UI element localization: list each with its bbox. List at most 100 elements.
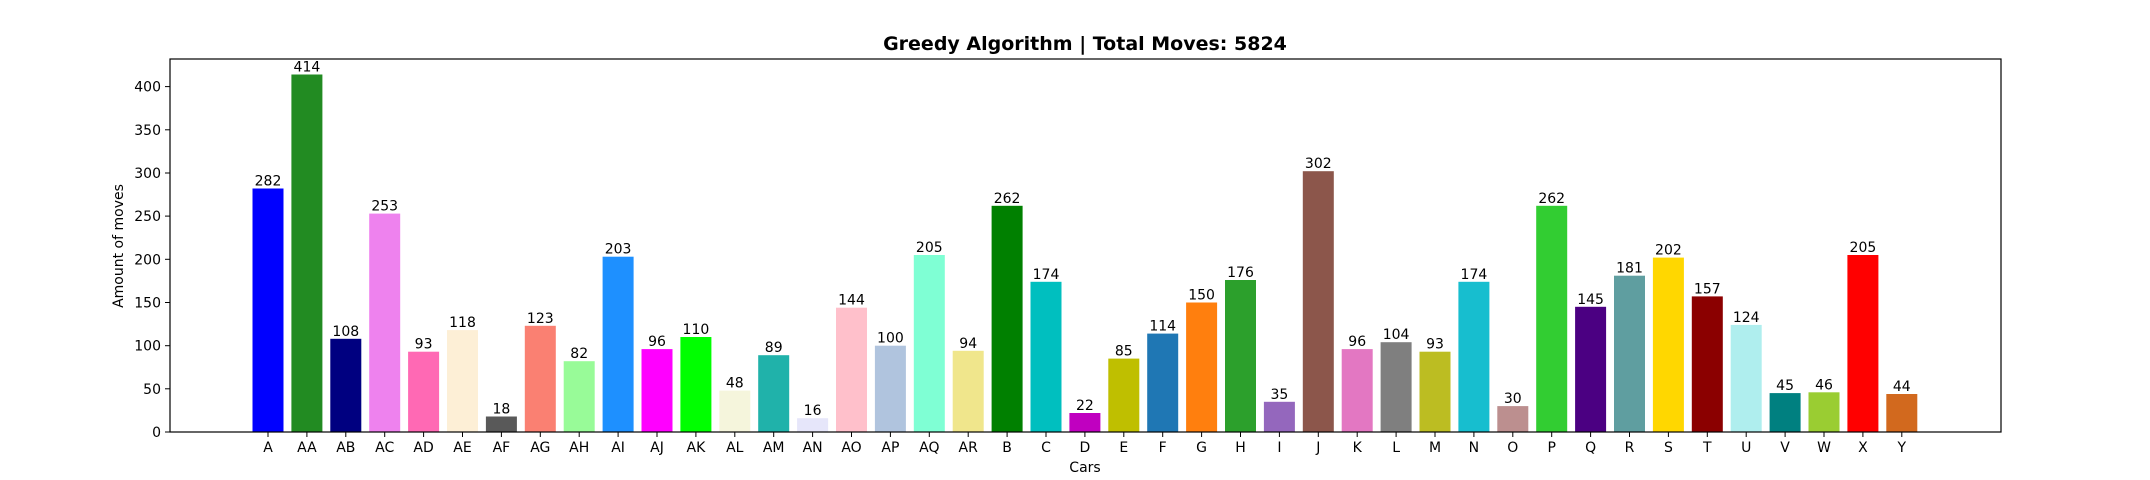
bar-E — [1108, 358, 1140, 432]
x-tick-label: X — [1858, 440, 1868, 456]
data-label-R: 181 — [1616, 261, 1643, 277]
x-tick-label: AM — [763, 440, 785, 456]
data-label-E: 85 — [1115, 344, 1133, 360]
bar-O — [1497, 406, 1529, 432]
bar-B — [991, 205, 1023, 432]
data-label-U: 124 — [1733, 310, 1760, 326]
bar-AP — [874, 345, 906, 432]
x-tick-label: AG — [530, 440, 550, 456]
x-tick-label: U — [1741, 440, 1751, 456]
data-label-Q: 145 — [1577, 292, 1604, 308]
x-tick-label: E — [1119, 440, 1128, 456]
y-tick-label: 300 — [134, 166, 161, 182]
chart-title: Greedy Algorithm | Total Moves: 5824 — [883, 33, 1287, 55]
x-axis-ticks: A AA AB AC AD AE AF AG AH AI AJ AK AL AM AN AO AP AQ AR B C D… — [263, 432, 1907, 456]
data-label-I: 35 — [1270, 387, 1288, 403]
x-tick-label: N — [1469, 440, 1479, 456]
data-label-AM: 89 — [765, 340, 783, 356]
x-tick-label: G — [1196, 440, 1207, 456]
data-label-AB: 108 — [332, 324, 359, 340]
bar-AN — [797, 418, 829, 432]
bar-AO — [836, 307, 867, 432]
x-axis-label: Cars — [1069, 460, 1100, 476]
x-tick-label: T — [1702, 440, 1712, 456]
bar-AL — [719, 390, 751, 432]
bar-F — [1147, 333, 1179, 432]
bar-W — [1808, 392, 1840, 432]
data-label-AN: 16 — [804, 403, 822, 419]
data-label-H: 176 — [1227, 265, 1254, 281]
bar-AA — [291, 74, 323, 432]
data-label-AP: 100 — [877, 331, 904, 347]
data-label-AH: 82 — [570, 346, 588, 362]
bar-AF — [485, 416, 517, 432]
data-label-AI: 203 — [605, 242, 632, 258]
bar-AJ — [641, 349, 673, 432]
x-tick-label: AC — [375, 440, 394, 456]
x-tick-label: AH — [569, 440, 589, 456]
data-label-AG: 123 — [527, 311, 554, 327]
x-tick-label: AJ — [650, 440, 664, 456]
bar-C — [1030, 281, 1062, 432]
x-tick-label: AE — [453, 440, 471, 456]
data-label-AO: 144 — [838, 293, 865, 309]
x-tick-label: I — [1277, 440, 1281, 456]
x-tick-label: K — [1353, 440, 1363, 456]
bar-AM — [758, 355, 790, 432]
data-label-J: 302 — [1305, 156, 1332, 172]
data-label-AJ: 96 — [648, 334, 666, 350]
data-label-X: 205 — [1850, 240, 1877, 256]
x-tick-label: P — [1547, 440, 1555, 456]
data-label-N: 174 — [1461, 267, 1488, 283]
y-axis-label: Amount of moves — [111, 184, 127, 308]
data-label-P: 262 — [1538, 191, 1565, 207]
bar-T — [1691, 296, 1723, 432]
data-labels-group: 282 414 108 253 93 118 18 123 82 203 96 110 48 89 16 14… — [255, 60, 1911, 420]
y-axis-ticks: 0 50 100 150 200 250 300 350 400 — [134, 80, 170, 441]
bar-Y — [1886, 394, 1918, 432]
data-label-O: 30 — [1504, 391, 1522, 407]
x-tick-label: A — [263, 440, 273, 456]
bar-A — [252, 188, 284, 432]
data-label-W: 46 — [1815, 377, 1833, 393]
bar-D — [1069, 413, 1101, 432]
bar-AG — [524, 325, 556, 432]
bar-I — [1263, 401, 1295, 432]
y-tick-label: 0 — [152, 425, 161, 441]
bars-group — [252, 74, 1918, 433]
y-tick-label: 100 — [134, 339, 161, 355]
data-label-B: 262 — [994, 191, 1021, 207]
x-tick-label: AO — [841, 440, 861, 456]
bar-AR — [952, 350, 984, 432]
bar-AC — [369, 213, 401, 432]
y-tick-label: 350 — [134, 123, 161, 139]
data-label-AQ: 205 — [916, 240, 943, 256]
data-label-AK: 110 — [683, 322, 710, 338]
x-tick-label: S — [1664, 440, 1673, 456]
bar-AH — [563, 361, 595, 432]
bar-AI — [602, 256, 634, 432]
data-label-AC: 253 — [371, 199, 398, 215]
x-tick-label: B — [1002, 440, 1012, 456]
data-label-C: 174 — [1033, 267, 1060, 283]
x-tick-label: F — [1159, 440, 1167, 456]
bar-P — [1536, 205, 1568, 432]
bar-H — [1225, 280, 1256, 432]
x-tick-label: AI — [611, 440, 625, 456]
x-tick-label: AQ — [919, 440, 939, 456]
data-label-AR: 94 — [959, 336, 977, 352]
bar-N — [1458, 281, 1490, 432]
bar-AQ — [913, 255, 945, 432]
plot-area-frame — [169, 58, 2002, 433]
data-label-Y: 44 — [1893, 379, 1911, 395]
y-tick-label: 50 — [143, 382, 161, 398]
x-tick-label: Y — [1897, 440, 1907, 456]
y-tick-label: 150 — [134, 296, 161, 312]
data-label-F: 114 — [1149, 319, 1176, 335]
data-label-A: 282 — [255, 174, 282, 190]
data-label-S: 202 — [1655, 243, 1682, 259]
x-tick-label: M — [1429, 440, 1441, 456]
x-tick-label: AK — [687, 440, 707, 456]
x-tick-label: C — [1041, 440, 1051, 456]
